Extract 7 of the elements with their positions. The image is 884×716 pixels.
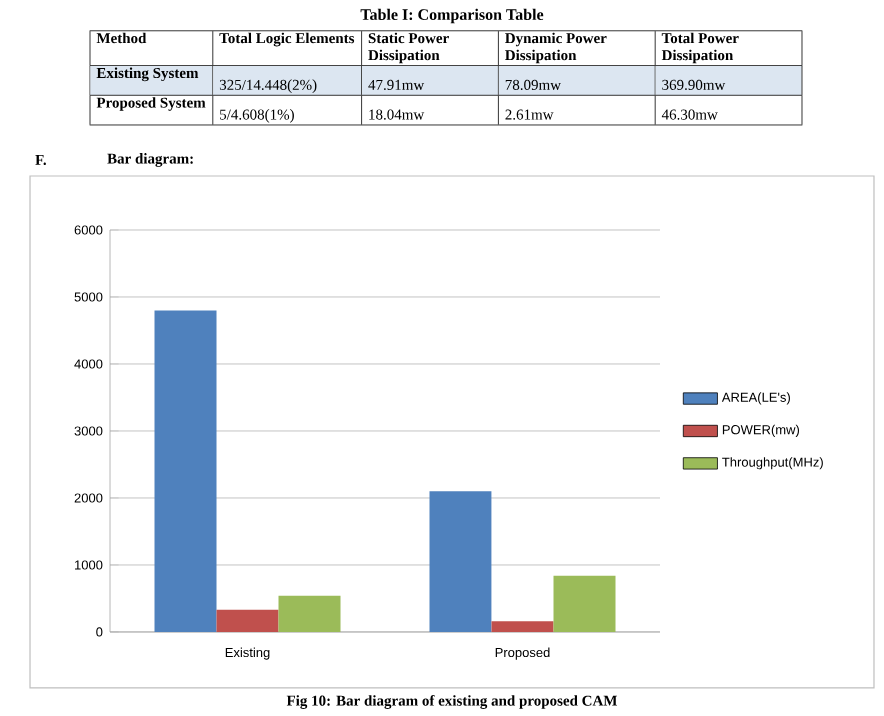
text: Table I: Comparison Table	[360, 8, 544, 24]
bar	[491, 621, 554, 633]
bar	[553, 575, 616, 633]
bar	[429, 491, 492, 633]
bar	[278, 596, 341, 633]
bar	[216, 610, 279, 633]
bar	[154, 310, 217, 633]
